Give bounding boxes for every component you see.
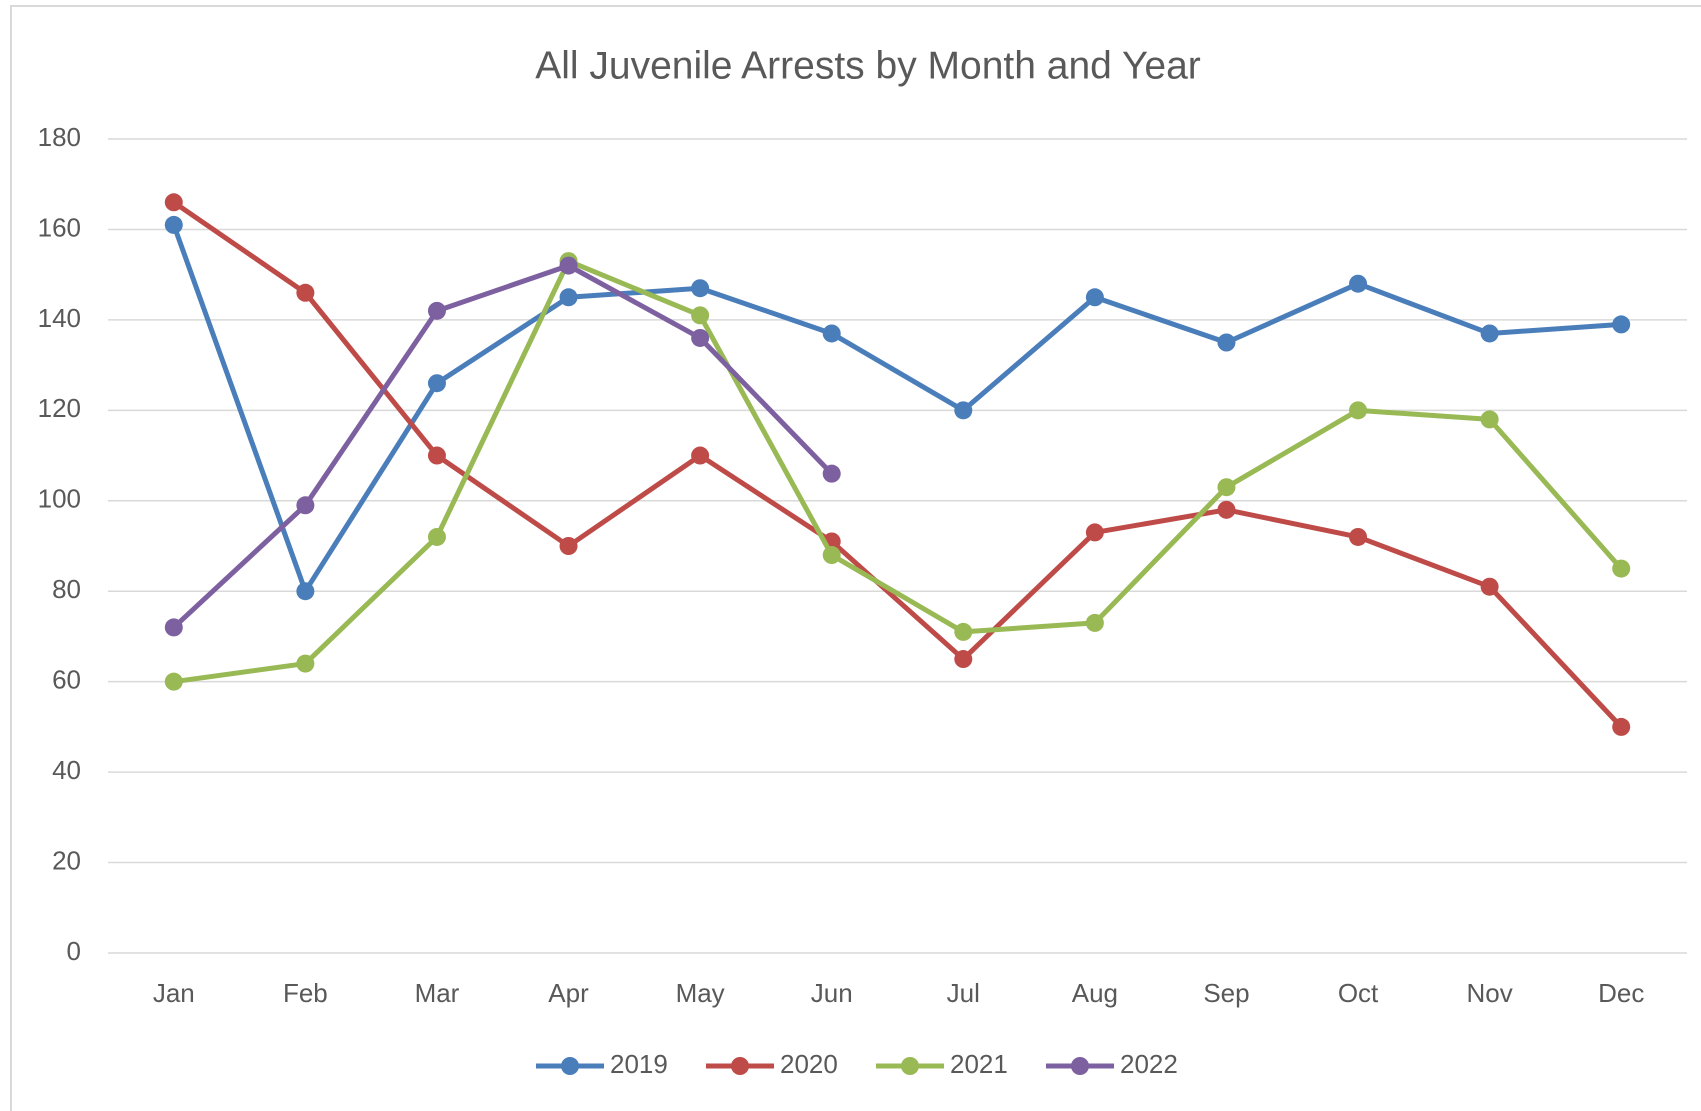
data-point xyxy=(822,324,841,343)
data-point xyxy=(559,537,578,555)
data-point xyxy=(427,527,446,546)
data-point xyxy=(164,215,183,234)
data-point xyxy=(954,622,973,641)
y-tick-label: 40 xyxy=(52,755,81,785)
data-point xyxy=(954,401,973,420)
legend-label: 2020 xyxy=(780,1049,838,1079)
data-point xyxy=(1217,478,1236,497)
data-point xyxy=(427,301,446,320)
legend-label: 2022 xyxy=(1120,1049,1178,1079)
data-point xyxy=(1085,613,1104,632)
data-point xyxy=(691,328,710,347)
data-point xyxy=(164,618,183,637)
series-line xyxy=(172,200,1624,729)
data-point xyxy=(1480,324,1499,343)
data-point xyxy=(164,672,183,691)
y-tick-label: 80 xyxy=(52,574,81,604)
x-tick-label: Jul xyxy=(947,978,980,1008)
data-point xyxy=(1349,401,1368,420)
y-tick-label: 20 xyxy=(52,845,81,875)
x-tick-label: Jan xyxy=(153,978,195,1008)
series-line xyxy=(171,224,1622,594)
data-point xyxy=(691,446,710,465)
series-line xyxy=(173,258,1624,685)
x-tick-label: Jun xyxy=(811,978,853,1008)
y-tick-label: 100 xyxy=(38,484,81,514)
y-tick-label: 140 xyxy=(38,303,81,333)
x-tick-label: Aug xyxy=(1072,978,1118,1008)
data-point xyxy=(164,193,183,212)
data-point xyxy=(1349,527,1368,546)
legend-marker xyxy=(1071,1057,1089,1075)
x-tick-label: Feb xyxy=(283,978,328,1008)
data-point xyxy=(427,374,446,393)
x-tick-label: Sep xyxy=(1203,978,1249,1008)
x-tick-label: Mar xyxy=(415,978,460,1008)
data-point xyxy=(296,654,315,673)
legend-label: 2021 xyxy=(950,1049,1008,1079)
y-tick-label: 60 xyxy=(52,665,81,695)
data-point xyxy=(1085,523,1104,542)
chart-title: All Juvenile Arrests by Month and Year xyxy=(535,44,1201,87)
x-tick-label: Nov xyxy=(1467,978,1513,1008)
data-point xyxy=(1480,410,1499,429)
data-point xyxy=(427,446,446,465)
data-point xyxy=(1612,315,1631,334)
data-point xyxy=(559,288,578,307)
data-point xyxy=(1085,288,1104,307)
data-point xyxy=(1217,333,1236,352)
legend-marker xyxy=(731,1057,749,1075)
data-point xyxy=(954,650,973,669)
chart-frame xyxy=(10,5,1701,1111)
x-tick-label: May xyxy=(676,978,725,1008)
data-point xyxy=(822,546,841,565)
data-point xyxy=(296,582,315,601)
data-point xyxy=(1349,274,1368,293)
data-point xyxy=(1480,577,1499,596)
legend-marker xyxy=(561,1057,579,1075)
data-point xyxy=(296,496,315,515)
y-tick-label: 120 xyxy=(38,393,81,423)
data-point xyxy=(822,464,841,483)
data-point xyxy=(691,306,710,325)
y-tick-label: 0 xyxy=(67,936,81,966)
data-point xyxy=(1612,717,1631,736)
data-point xyxy=(559,256,578,275)
x-tick-label: Dec xyxy=(1598,978,1644,1008)
series-line xyxy=(172,263,834,630)
data-point xyxy=(691,279,710,298)
y-tick-label: 160 xyxy=(38,212,81,242)
legend-marker xyxy=(901,1057,919,1075)
data-point xyxy=(1217,500,1236,519)
data-point xyxy=(296,283,315,302)
y-tick-label: 180 xyxy=(38,122,81,152)
x-tick-label: Oct xyxy=(1338,978,1379,1008)
data-point xyxy=(1612,559,1631,578)
x-tick-label: Apr xyxy=(548,978,589,1008)
legend-label: 2019 xyxy=(610,1049,668,1079)
